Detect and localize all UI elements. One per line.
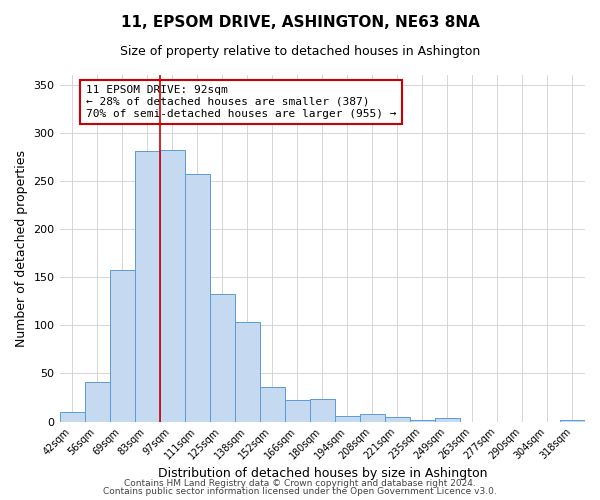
Text: Contains public sector information licensed under the Open Government Licence v3: Contains public sector information licen…	[103, 487, 497, 496]
Text: Contains HM Land Registry data © Crown copyright and database right 2024.: Contains HM Land Registry data © Crown c…	[124, 478, 476, 488]
Bar	[110, 270, 134, 422]
Text: Size of property relative to detached houses in Ashington: Size of property relative to detached ho…	[120, 45, 480, 58]
Bar	[235, 322, 260, 422]
Bar	[209, 294, 235, 422]
Y-axis label: Number of detached properties: Number of detached properties	[15, 150, 28, 347]
Bar	[335, 416, 360, 422]
Bar	[260, 387, 285, 422]
Bar	[435, 418, 460, 422]
Text: 11 EPSOM DRIVE: 92sqm
← 28% of detached houses are smaller (387)
70% of semi-det: 11 EPSOM DRIVE: 92sqm ← 28% of detached …	[86, 86, 397, 118]
Bar	[310, 400, 335, 421]
Bar	[134, 151, 160, 421]
Bar	[160, 150, 185, 421]
Bar	[410, 420, 435, 422]
Bar	[59, 412, 85, 422]
Bar	[560, 420, 585, 422]
Bar	[285, 400, 310, 421]
X-axis label: Distribution of detached houses by size in Ashington: Distribution of detached houses by size …	[158, 467, 487, 480]
Bar	[385, 417, 410, 422]
Bar	[360, 414, 385, 422]
Bar	[85, 382, 110, 422]
Bar	[185, 174, 209, 422]
Text: 11, EPSOM DRIVE, ASHINGTON, NE63 8NA: 11, EPSOM DRIVE, ASHINGTON, NE63 8NA	[121, 15, 479, 30]
